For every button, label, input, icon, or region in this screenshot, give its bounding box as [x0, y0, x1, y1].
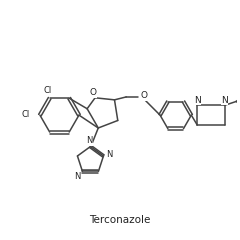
Text: N: N	[86, 136, 93, 145]
Text: N: N	[221, 96, 228, 105]
Text: O: O	[90, 88, 97, 97]
Text: N: N	[106, 150, 113, 159]
Text: N: N	[74, 172, 81, 181]
Text: Cl: Cl	[44, 86, 52, 95]
Text: N: N	[194, 96, 201, 105]
Text: O: O	[141, 91, 148, 100]
Text: Cl: Cl	[22, 110, 30, 119]
Text: Terconazole: Terconazole	[89, 215, 151, 225]
